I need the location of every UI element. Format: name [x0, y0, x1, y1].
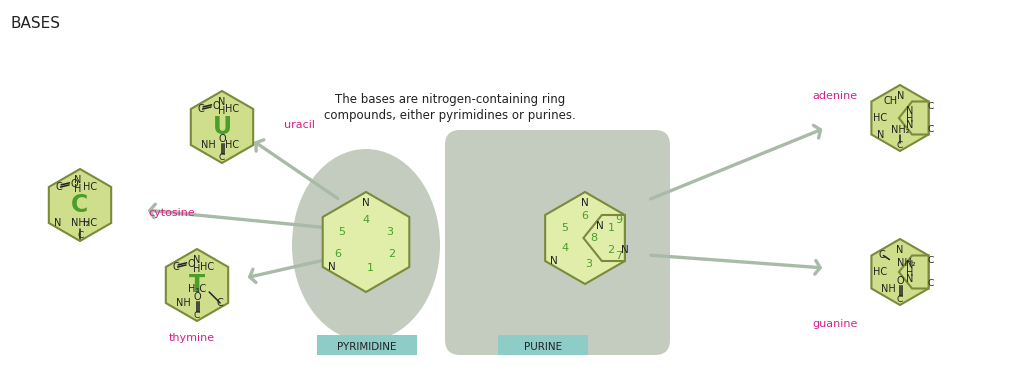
Text: The bases are nitrogen-containing ring: The bases are nitrogen-containing ring — [335, 93, 565, 106]
Text: T: T — [189, 273, 205, 297]
Text: O: O — [187, 259, 195, 269]
Polygon shape — [49, 169, 112, 241]
Text: H: H — [75, 184, 82, 194]
Text: 6: 6 — [335, 249, 341, 259]
Text: guanine: guanine — [812, 319, 857, 329]
Text: 2: 2 — [607, 245, 614, 255]
Text: HC: HC — [83, 182, 97, 192]
Text: NH₂: NH₂ — [897, 258, 916, 268]
Polygon shape — [323, 192, 410, 292]
Text: N: N — [75, 175, 82, 185]
Text: C: C — [78, 231, 84, 241]
Text: U: U — [212, 115, 231, 139]
Text: thymine: thymine — [169, 333, 215, 343]
Text: N: N — [218, 97, 225, 107]
Text: C: C — [928, 102, 934, 111]
Text: H: H — [906, 268, 913, 277]
Text: 3: 3 — [586, 259, 593, 269]
Polygon shape — [899, 101, 929, 135]
Text: 4: 4 — [362, 215, 370, 225]
Text: C: C — [897, 141, 903, 150]
Ellipse shape — [292, 149, 440, 341]
Text: NH₂: NH₂ — [891, 125, 909, 135]
Text: N: N — [896, 245, 904, 255]
Text: N: N — [362, 198, 370, 208]
Text: HC: HC — [872, 267, 887, 277]
FancyBboxPatch shape — [445, 130, 670, 355]
Text: N: N — [54, 218, 61, 228]
Text: N: N — [897, 91, 904, 101]
Text: 3: 3 — [386, 227, 393, 237]
Text: HC: HC — [225, 140, 240, 150]
Text: N: N — [328, 262, 336, 272]
Text: N: N — [906, 274, 913, 285]
Polygon shape — [584, 215, 625, 261]
Text: O: O — [194, 292, 201, 302]
Text: compounds, either pyrimidines or purines.: compounds, either pyrimidines or purines… — [325, 109, 575, 122]
Text: H₃C: H₃C — [188, 284, 206, 294]
Text: HC: HC — [83, 218, 97, 228]
Text: adenine: adenine — [812, 91, 857, 101]
Text: uracil: uracil — [284, 120, 315, 130]
Text: N: N — [550, 256, 558, 266]
Text: C: C — [879, 250, 885, 261]
Text: cytosine: cytosine — [148, 208, 195, 218]
Polygon shape — [871, 239, 929, 305]
Text: 1: 1 — [607, 223, 614, 233]
FancyBboxPatch shape — [317, 335, 417, 355]
Text: NH: NH — [882, 283, 896, 293]
Polygon shape — [899, 255, 929, 288]
Text: H: H — [218, 106, 225, 116]
Text: 7: 7 — [614, 251, 622, 261]
Text: PURINE: PURINE — [524, 342, 562, 352]
Text: HC: HC — [872, 113, 887, 123]
Text: O: O — [896, 276, 904, 286]
Text: BASES: BASES — [10, 16, 60, 31]
Polygon shape — [190, 91, 253, 163]
Text: C: C — [72, 193, 89, 217]
Text: 2: 2 — [388, 249, 395, 259]
Text: 1: 1 — [367, 263, 374, 273]
Text: N: N — [906, 106, 913, 116]
Polygon shape — [871, 85, 929, 151]
Text: C: C — [56, 182, 62, 192]
Text: O: O — [218, 134, 226, 144]
Text: N: N — [194, 255, 201, 265]
Text: HC: HC — [200, 262, 214, 272]
Text: PYRIMIDINE: PYRIMIDINE — [337, 342, 396, 352]
Text: C: C — [219, 154, 225, 163]
Text: C: C — [928, 125, 934, 134]
Text: NH₂: NH₂ — [71, 218, 89, 228]
Text: N: N — [621, 245, 629, 255]
Text: CH: CH — [884, 97, 898, 106]
Text: N: N — [877, 130, 884, 139]
Text: NH: NH — [201, 140, 216, 150]
Text: C: C — [216, 298, 223, 308]
Text: 5: 5 — [561, 223, 568, 233]
Text: C: C — [194, 312, 200, 320]
Text: NH: NH — [176, 298, 190, 308]
Text: H: H — [194, 264, 201, 274]
Text: C: C — [173, 262, 179, 272]
Text: C: C — [928, 279, 934, 288]
Text: N: N — [906, 120, 913, 130]
Text: O: O — [70, 179, 78, 189]
Text: N: N — [596, 221, 604, 231]
Text: N: N — [582, 198, 589, 208]
Text: C: C — [198, 104, 205, 114]
Text: O: O — [212, 101, 219, 111]
Text: C: C — [897, 296, 903, 304]
Text: HC: HC — [225, 104, 240, 114]
Text: 5: 5 — [339, 227, 345, 237]
Polygon shape — [166, 249, 228, 321]
Text: N: N — [906, 260, 913, 269]
FancyBboxPatch shape — [498, 335, 588, 355]
Text: 4: 4 — [561, 243, 568, 253]
Text: C: C — [928, 256, 934, 265]
Text: H: H — [906, 114, 913, 124]
Text: 9: 9 — [614, 215, 622, 225]
Text: 8: 8 — [590, 233, 597, 243]
Polygon shape — [545, 192, 625, 284]
Text: 6: 6 — [582, 211, 589, 221]
